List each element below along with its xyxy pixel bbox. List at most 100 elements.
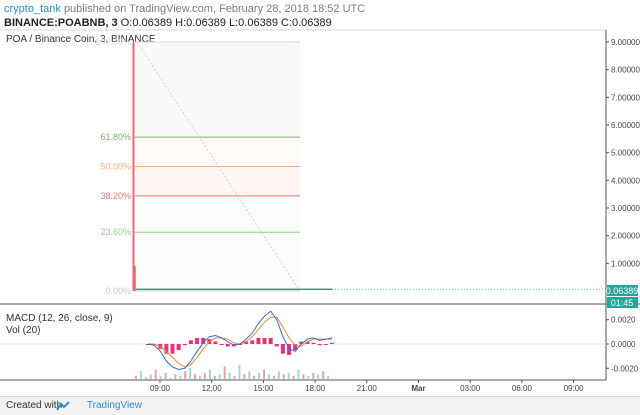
volume-bar [287,372,290,379]
volume-bar [159,375,162,379]
macd-histogram-bar [262,337,267,344]
macd-histogram-bar [268,337,273,344]
created-with-text: Created with [6,400,63,411]
macd-histogram-bar [293,344,298,351]
volume-bar [154,369,157,379]
macd-histogram-bar [305,341,310,344]
countdown-badge [607,297,638,308]
volume-bar [144,377,147,379]
volume-bar [203,372,206,379]
volume-bars [135,365,330,379]
fib-trend-line[interactable] [136,41,301,292]
volume-bar [307,375,310,379]
macd-main-line [147,310,333,371]
volume-bar [248,371,251,379]
macd-histogram-bar [225,344,230,347]
author-link[interactable]: crypto_tank [4,3,61,15]
fib-zone [135,137,300,167]
ohlc-values: O:0.06389 H:0.06389 L:0.06389 C:0.06389 [120,17,332,29]
volume-bar [272,375,275,379]
macd-histogram-bar [201,337,206,344]
macd-tick-label: -0.0020 [611,364,639,373]
macd-histogram-bar [323,344,328,345]
macd-histogram-bar [195,337,200,344]
time-tick-label: 18:00 [305,384,326,393]
volume-bar [223,366,226,379]
fibonacci-retracement[interactable]: 100.00% 61.80% 50.00% 38.20% 23.60% 0.00% [95,37,301,296]
fib-level-label: 61.80% [100,132,131,142]
volume-bar [169,377,172,379]
macd-histogram-bar [317,344,322,346]
time-tick-label: Mar [411,384,425,393]
macd-histogram-bar [219,344,224,345]
macd-histogram-bar [250,340,255,344]
fib-zone [135,232,300,291]
chart-header: crypto_tank published on TradingView.com… [4,2,636,30]
volume-bar [174,374,177,379]
time-tick-label: 09:00 [564,384,585,393]
last-price-badge [607,285,638,296]
volume-bar [233,375,236,379]
macd-tick-label: 0.0000 [611,340,636,349]
fib-level-label: 50.00% [100,162,131,172]
volume-bar [189,368,192,379]
volume-bar [184,371,187,379]
macd-histogram-bar [256,337,261,344]
macd-histogram-bar [299,341,304,344]
chart-canvas[interactable]: POA / Binance Coin, 3, BINANCE MACD (12,… [0,0,640,396]
macd-histogram-bar [182,344,187,346]
countdown-label: 01:45 [611,298,634,308]
volume-bar [302,374,305,379]
macd-histogram-bar [311,342,316,344]
fib-zone [135,195,300,233]
macd-histogram-bar [188,340,193,344]
volume-bar [139,371,142,379]
volume-bar [292,375,295,379]
published-text: published on TradingView.com, February 2… [63,3,366,15]
volume-bar [194,374,197,379]
price-tick-label: 3.00000 [611,204,640,213]
volume-bar [164,372,167,379]
price-axis[interactable]: 9.00000 8.00000 7.00000 6.00000 5.00000 4.000… [606,38,640,268]
publish-line: crypto_tank published on TradingView.com… [4,2,636,16]
volume-bar [135,375,137,379]
time-tick-label: 03:00 [460,384,481,393]
volume-bar [317,374,320,379]
price-tick-label: 7.00000 [611,93,640,102]
volume-bar [253,375,256,379]
volume-bar [297,369,300,379]
volume-bar [282,374,285,379]
volume-bar [208,369,211,379]
volume-bar [199,375,202,379]
fib-level-label: 100.00% [95,37,131,47]
volume-bar [267,374,270,379]
time-axis[interactable]: 09:00 12:00 15:00 18:00 21:00 Mar 03:00 06:00 09… [150,380,584,393]
price-tick-label: 5.00000 [611,149,640,158]
price-series [132,42,606,291]
macd-histogram-bar [287,344,292,355]
fib-level-label: 0.00% [105,286,131,296]
symbol-label: BINANCE:POABNB, 3 [4,17,118,29]
time-tick-label: 21:00 [357,384,378,393]
volume-bar [149,374,152,379]
volume-bar [243,374,246,379]
macd-label: MACD (12, 26, close, 9) [6,313,113,324]
tradingview-brand-link[interactable]: TradingView [86,400,142,411]
macd-histogram-bar [330,342,334,344]
symbol-line: BINANCE:POABNB, 3 O:0.06389 H:0.06389 L:… [4,16,636,30]
volume-bar [238,365,241,379]
footer-bar: Created with TradingView [0,396,640,415]
macd-axis: 0.0020 0.0000 -0.0020 [606,316,639,373]
price-tick-label: 8.00000 [611,66,640,75]
volume-bar [327,375,330,379]
volume-bar [213,375,216,379]
volume-bar [322,371,325,379]
macd-histogram-bar [280,344,285,354]
chart-title: POA / Binance Coin, 3, BINANCE [6,34,156,45]
fib-zone [135,166,300,196]
price-tick-label: 2.00000 [611,232,640,241]
macd-tick-label: 0.0020 [611,316,636,325]
price-tick-label: 4.00000 [611,176,640,185]
volume-bar [179,375,182,379]
fib-level-label: 38.20% [100,191,131,201]
